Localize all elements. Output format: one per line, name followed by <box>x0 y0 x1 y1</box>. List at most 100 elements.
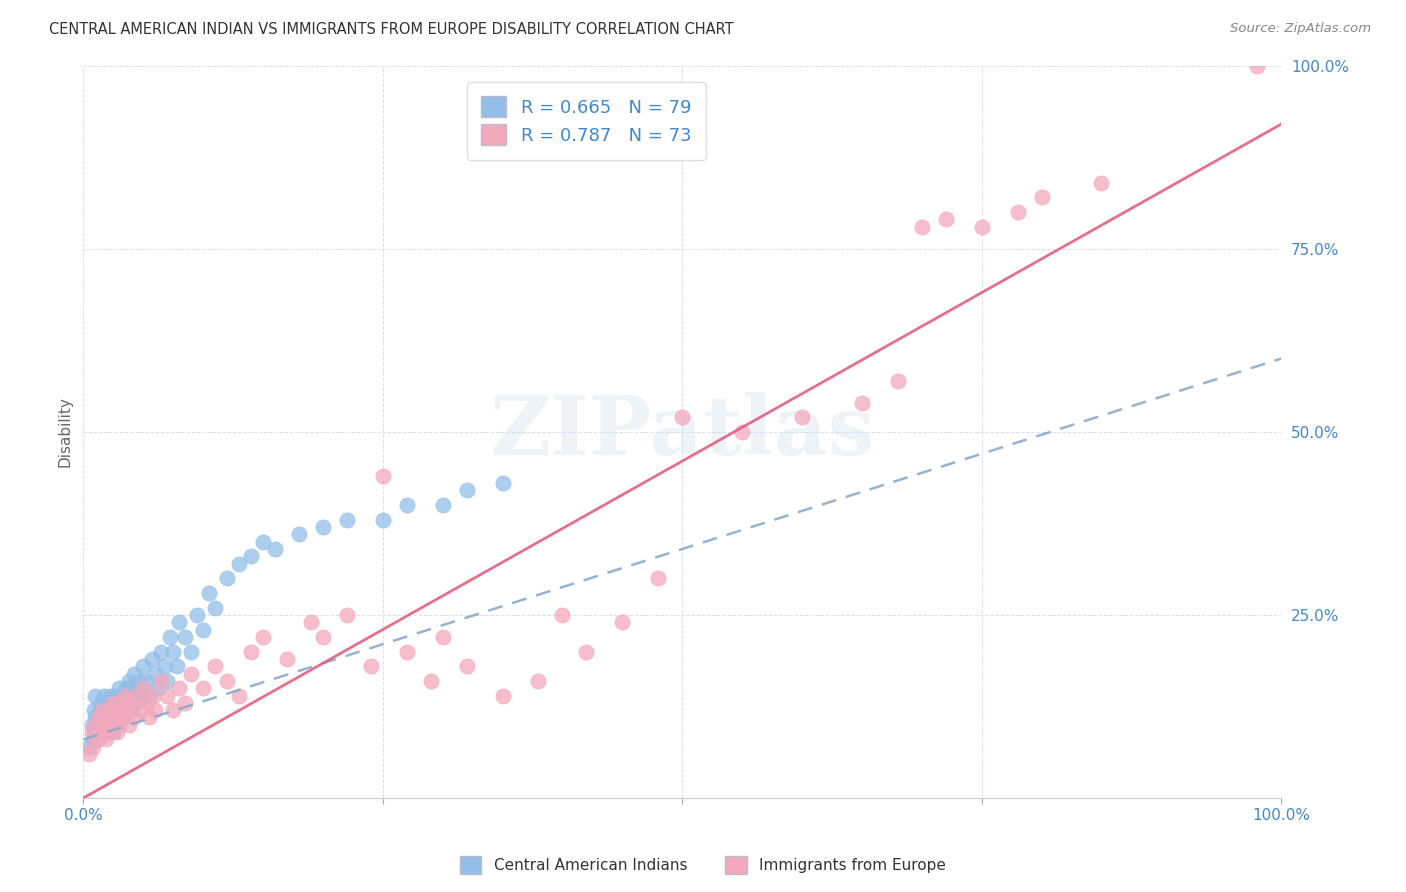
Point <box>112 710 135 724</box>
Point <box>790 410 813 425</box>
Point <box>77 747 100 761</box>
Point <box>132 659 155 673</box>
Point <box>143 666 166 681</box>
Point <box>111 710 134 724</box>
Point <box>97 725 120 739</box>
Point <box>612 615 634 630</box>
Point <box>371 468 394 483</box>
Point <box>276 652 298 666</box>
Point <box>336 513 359 527</box>
Point <box>87 718 110 732</box>
Point <box>228 557 250 571</box>
Point <box>82 739 104 754</box>
Point <box>100 703 122 717</box>
Point <box>90 725 112 739</box>
Point <box>419 673 441 688</box>
Point <box>162 644 184 658</box>
Point <box>89 703 111 717</box>
Point <box>167 615 190 630</box>
Point <box>110 718 132 732</box>
Point <box>491 476 513 491</box>
Point <box>215 571 238 585</box>
Point <box>86 732 108 747</box>
Point <box>395 644 418 658</box>
Point <box>84 725 107 739</box>
Point <box>135 696 157 710</box>
Point <box>77 739 100 754</box>
Point <box>252 534 274 549</box>
Point <box>456 483 478 498</box>
Point <box>1031 190 1053 204</box>
Point <box>103 710 125 724</box>
Point <box>100 718 122 732</box>
Point <box>127 696 149 710</box>
Point <box>128 673 150 688</box>
Point <box>121 696 143 710</box>
Point <box>240 644 263 658</box>
Point <box>118 689 141 703</box>
Point <box>80 718 103 732</box>
Point <box>215 673 238 688</box>
Point <box>105 725 128 739</box>
Point <box>153 659 176 673</box>
Point <box>103 725 125 739</box>
Point <box>84 718 107 732</box>
Point <box>336 607 359 622</box>
Point <box>887 374 910 388</box>
Point <box>432 498 454 512</box>
Point <box>120 696 142 710</box>
Point <box>118 673 141 688</box>
Point <box>108 710 131 724</box>
Point <box>288 527 311 541</box>
Point <box>228 689 250 703</box>
Point <box>80 725 103 739</box>
Point <box>112 696 135 710</box>
Point <box>180 666 202 681</box>
Point <box>90 725 112 739</box>
Point <box>312 520 335 534</box>
Point <box>299 615 322 630</box>
Point <box>97 710 120 724</box>
Point <box>91 703 114 717</box>
Point <box>129 703 152 717</box>
Point <box>82 732 104 747</box>
Point <box>93 689 115 703</box>
Point <box>127 689 149 703</box>
Point <box>94 718 117 732</box>
Point <box>150 673 173 688</box>
Point <box>108 703 131 717</box>
Point <box>143 703 166 717</box>
Point <box>86 732 108 747</box>
Point <box>94 718 117 732</box>
Point <box>166 659 188 673</box>
Point <box>204 659 226 673</box>
Point <box>118 718 141 732</box>
Point <box>91 710 114 724</box>
Y-axis label: Disability: Disability <box>58 396 72 467</box>
Point <box>141 652 163 666</box>
Point <box>371 513 394 527</box>
Point <box>138 710 160 724</box>
Point <box>90 696 112 710</box>
Point <box>103 696 125 710</box>
Point <box>117 696 139 710</box>
Point <box>124 681 146 696</box>
Text: ZIPatlas: ZIPatlas <box>489 392 875 472</box>
Point <box>84 710 107 724</box>
Point <box>186 607 208 622</box>
Point <box>103 696 125 710</box>
Point <box>111 696 134 710</box>
Point <box>101 718 124 732</box>
Text: Source: ZipAtlas.com: Source: ZipAtlas.com <box>1230 22 1371 36</box>
Point <box>360 659 382 673</box>
Point <box>115 681 138 696</box>
Point <box>731 425 754 439</box>
Point <box>1090 176 1112 190</box>
Point <box>117 703 139 717</box>
Point <box>264 541 287 556</box>
Legend: R = 0.665   N = 79, R = 0.787   N = 73: R = 0.665 N = 79, R = 0.787 N = 73 <box>467 82 706 160</box>
Point <box>204 600 226 615</box>
Point <box>132 681 155 696</box>
Point <box>122 710 145 724</box>
Point <box>671 410 693 425</box>
